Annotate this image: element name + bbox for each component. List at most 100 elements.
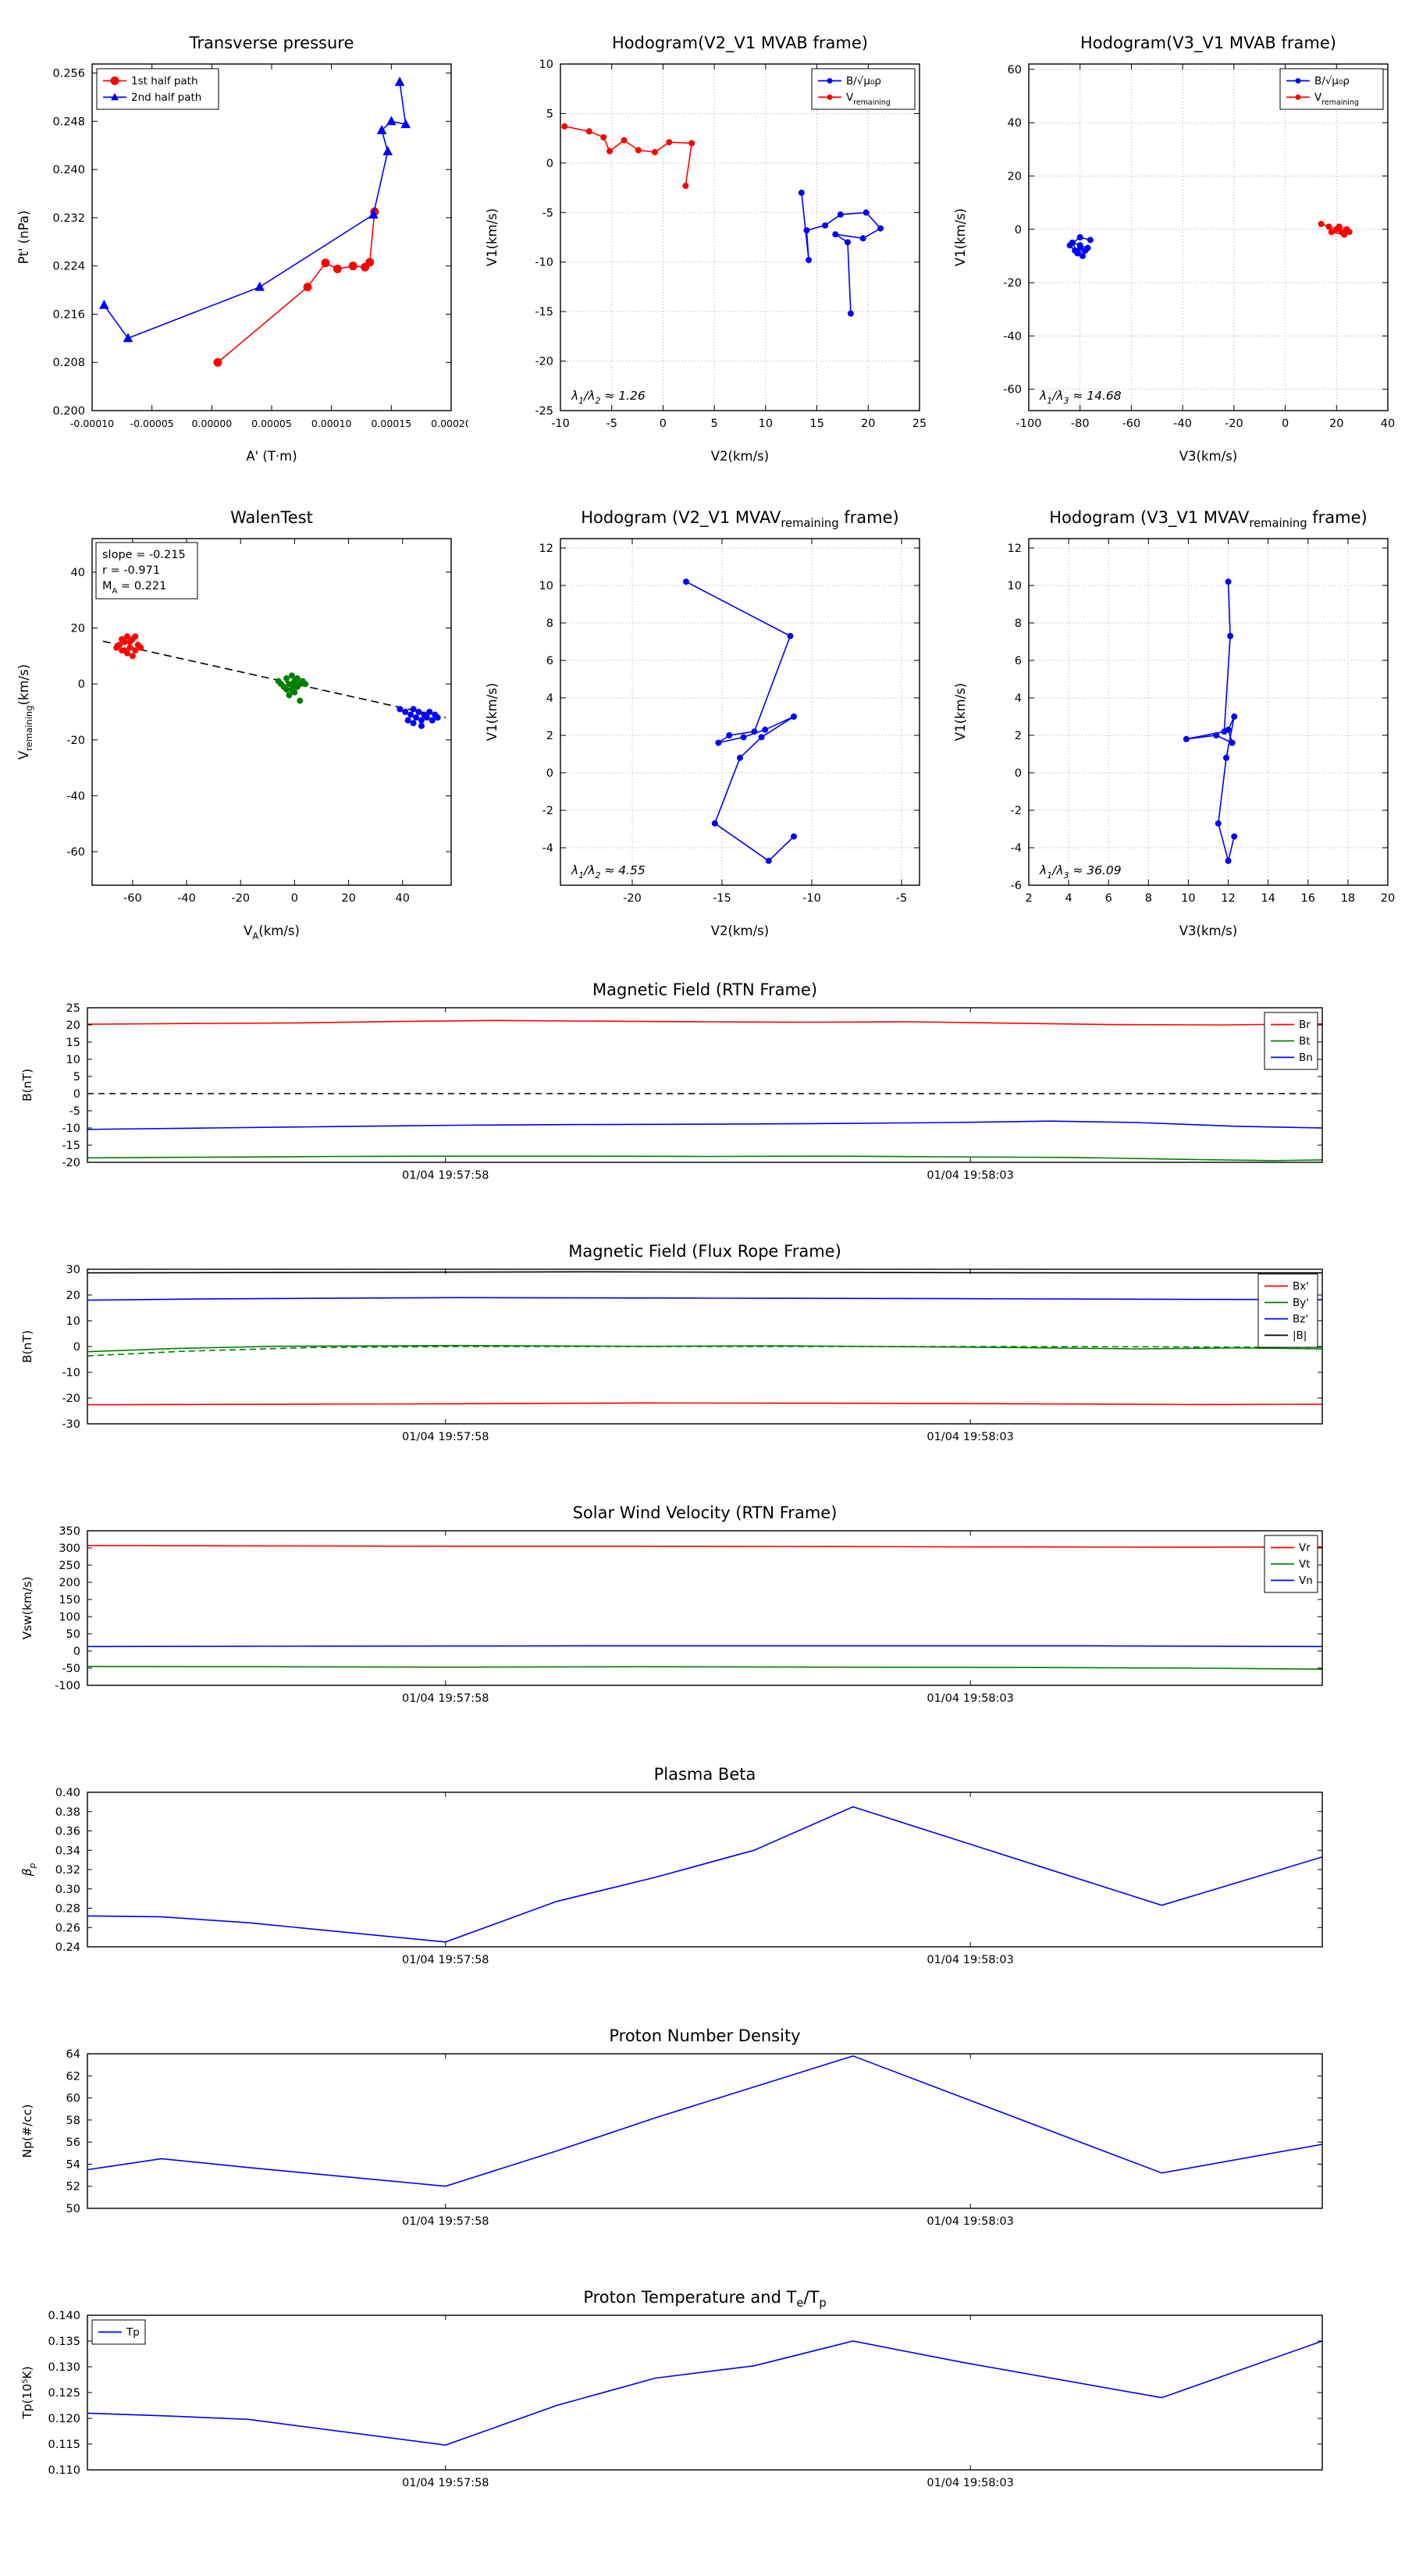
y-tick-label: 62 bbox=[66, 2070, 80, 2083]
y-tick-label: -60 bbox=[66, 846, 85, 859]
y-tick-label: 0.110 bbox=[48, 2464, 80, 2477]
series-group bbox=[1183, 578, 1238, 864]
y-tick-label: -40 bbox=[1003, 330, 1022, 343]
y-tick-label: -10 bbox=[62, 1367, 80, 1379]
chart-title: Proton Temperature and Te/Tp bbox=[583, 2288, 826, 2310]
y-tick-label: 60 bbox=[1008, 64, 1022, 76]
y-tick-label: 0.120 bbox=[48, 2413, 80, 2425]
y-tick-label: 0.135 bbox=[48, 2336, 80, 2348]
chart-title: Hodogram (V2_V1 MVAVremaining frame) bbox=[581, 508, 898, 530]
series-line bbox=[87, 1346, 1323, 1357]
chart-title: Solar Wind Velocity (RTN Frame) bbox=[573, 1503, 838, 1522]
y-tick-label: 0.248 bbox=[52, 116, 85, 128]
y-tick-label: 0.240 bbox=[52, 164, 85, 176]
x-tick-label: 40 bbox=[396, 892, 410, 905]
y-tick-label: 64 bbox=[66, 2048, 80, 2061]
y-tick-label: 150 bbox=[59, 1594, 80, 1606]
chart-container-hodogram-v3v1-mvav: 2 4 6 8 10 12 14 16 18 20 -6 -4 -2 0 2 4 6 8 10 12 Hodogram … bbox=[937, 498, 1405, 949]
y-tick-label: 0.26 bbox=[55, 1922, 80, 1934]
chart-hodogram-v3v1-mvav: 2 4 6 8 10 12 14 16 18 20 -6 -4 -2 0 2 4 6 8 10 12 Hodogram … bbox=[953, 508, 1395, 938]
y-tick-label: 40 bbox=[1008, 117, 1022, 130]
chart-title: Proton Number Density bbox=[609, 2026, 800, 2045]
y-tick-label: 0 bbox=[1015, 767, 1022, 780]
x-tick-label: 0.00010 bbox=[311, 418, 352, 429]
chart-proton-temperature: 01/04 19:57:58 01/04 19:58:03 0.110 0.115 0.… bbox=[20, 2288, 1323, 2489]
y-tick-label: 0.232 bbox=[52, 212, 85, 225]
series-line bbox=[87, 2055, 1323, 2187]
y-tick-label: 0.125 bbox=[48, 2387, 80, 2400]
y-tick-label: -15 bbox=[62, 1140, 80, 1152]
axes-ticks: -10 -5 0 5 10 15 20 25 -25 -20 -15 -10 -5 0 5 10 bbox=[535, 59, 927, 430]
y-tick-label: 0.216 bbox=[52, 308, 85, 321]
x-tick-label: 4 bbox=[1065, 892, 1072, 905]
series-line bbox=[87, 1155, 1323, 1162]
legend-label: Vremaining bbox=[846, 91, 891, 107]
legend-label: Tp bbox=[126, 2326, 140, 2339]
x-tick-label: -10 bbox=[551, 418, 570, 430]
y-tick-label: -4 bbox=[1011, 842, 1022, 855]
grid-lines bbox=[560, 539, 919, 885]
chart-title: Transverse pressure bbox=[189, 34, 354, 52]
legend-label: Vt bbox=[1299, 1558, 1311, 1571]
axes-ticks: 01/04 19:57:58 01/04 19:58:03 -30 -20 -10 0 10… bbox=[62, 1264, 1322, 1443]
y-tick-label: 12 bbox=[1008, 543, 1022, 555]
x-tick-label: 01/04 19:57:58 bbox=[402, 2215, 489, 2228]
x-tick-label: -60 bbox=[123, 892, 142, 905]
legend-label: Vr bbox=[1299, 1542, 1311, 1554]
y-tick-label: 8 bbox=[1015, 617, 1022, 630]
y-tick-label: -20 bbox=[62, 1157, 80, 1169]
chart-container-hodogram-v2v1-mvav: -20 -15 -10 -5 -4 -2 0 2 4 6 8 10 12 Hodogram (V2_V1 … bbox=[468, 498, 937, 949]
chart-container-walen-test: -60 -40 -20 0 20 40 -60 -40 -20 0 20 40 WalenTest VA(… bbox=[0, 498, 468, 949]
legend-label: Vremaining bbox=[1314, 91, 1359, 107]
series-line bbox=[87, 1297, 1323, 1301]
x-tick-label: -20 bbox=[623, 892, 642, 905]
chart-container-hodogram-v2v1-mvab: -10 -5 0 5 10 15 20 25 -25 -20 -15 -10 -5 0 5 10 Hodogra… bbox=[468, 23, 937, 475]
x-tick-label: 01/04 19:57:58 bbox=[402, 1169, 489, 1182]
y-tick-label: 10 bbox=[66, 1054, 80, 1066]
series-line bbox=[87, 1806, 1323, 1943]
y-tick-label: 20 bbox=[71, 623, 85, 635]
y-axis-label: V1(km/s) bbox=[485, 208, 500, 266]
x-tick-label: 0.00015 bbox=[371, 418, 411, 429]
y-tick-label: 10 bbox=[1008, 580, 1022, 592]
y-tick-label: 100 bbox=[59, 1611, 80, 1624]
legend-label: Br bbox=[1299, 1019, 1311, 1031]
y-tick-label: 0 bbox=[73, 1646, 80, 1658]
y-tick-label: -10 bbox=[535, 257, 553, 269]
x-tick-label: -40 bbox=[1173, 418, 1192, 430]
series-group bbox=[1066, 220, 1353, 259]
y-tick-label: 52 bbox=[66, 2181, 80, 2194]
plot-border bbox=[560, 538, 920, 886]
series-line bbox=[87, 1402, 1323, 1406]
axes-ticks: 01/04 19:57:58 01/04 19:58:03 -100 -50 0 50 10… bbox=[55, 1525, 1322, 1705]
plot-border bbox=[87, 1268, 1323, 1425]
legend: B/√μ₀ρ Vremaining bbox=[811, 68, 916, 110]
y-axis-label: βp bbox=[20, 1863, 37, 1877]
stats-text: slope = -0.215 bbox=[102, 549, 186, 561]
y-axis-label: Vremaining(km/s) bbox=[16, 664, 34, 760]
x-axis-label: V2(km/s) bbox=[711, 923, 769, 938]
y-tick-label: -2 bbox=[1011, 805, 1022, 817]
x-tick-label: 14 bbox=[1261, 892, 1275, 905]
chart-plasma-beta: 01/04 19:57:58 01/04 19:58:03 0.24 0.26 0.28… bbox=[20, 1765, 1323, 1966]
legend-label: Bx' bbox=[1293, 1280, 1309, 1293]
y-tick-label: -60 bbox=[1003, 384, 1022, 397]
plot-border bbox=[1028, 63, 1389, 411]
y-tick-label: 0.32 bbox=[55, 1864, 80, 1877]
chart-title: Hodogram(V2_V1 MVAB frame) bbox=[612, 34, 868, 53]
chart-container-solar-wind-velocity: 01/04 19:57:58 01/04 19:58:03 -100 -50 0 50 10… bbox=[0, 1500, 1405, 1734]
series-group bbox=[102, 633, 446, 729]
x-tick-label: 0.00020 bbox=[431, 418, 468, 429]
x-tick-label: 01/04 19:57:58 bbox=[402, 1954, 489, 1966]
y-tick-label: 0.224 bbox=[52, 261, 85, 273]
y-tick-label: 54 bbox=[66, 2158, 80, 2171]
lambda-annotation: λ1/λ3 ≈ 36.09 bbox=[1039, 863, 1122, 881]
y-tick-label: 20 bbox=[66, 1290, 80, 1302]
series-group bbox=[87, 1019, 1323, 1162]
x-tick-label: 0 bbox=[660, 418, 667, 430]
x-axis-label: A' (T·m) bbox=[246, 449, 297, 464]
axes-ticks: 2 4 6 8 10 12 14 16 18 20 -6 -4 -2 0 2 4 6 8 10 12 bbox=[1008, 539, 1395, 905]
y-tick-label: 60 bbox=[66, 2093, 80, 2105]
chart-row-1: -0.00010 -0.00005 0.00000 0.00005 0.00010 0.0… bbox=[0, 23, 1405, 475]
